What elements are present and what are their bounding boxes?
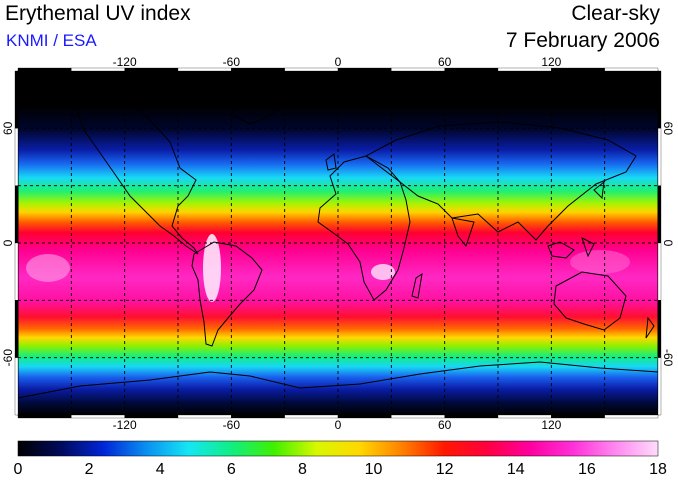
frame-bar-top [391, 67, 445, 72]
frame-bar-bottom [444, 414, 499, 419]
frame-bar-right [657, 357, 662, 416]
frame-bar-bottom [337, 414, 392, 419]
frame-bar-right [657, 70, 662, 129]
map-subtitle: KNMI / ESA [6, 31, 97, 50]
coastlines [18, 91, 658, 399]
lon-label-top: -60 [223, 55, 241, 69]
colorbar: 0 2 4 6 8 10 12 14 16 18 [14, 440, 667, 478]
frame-bar-bottom [604, 414, 659, 419]
lat-label-right: -60 [661, 349, 675, 367]
frame-bar-left [14, 357, 19, 416]
lat-label-left: 0 [1, 239, 15, 246]
frame-bar-bottom [391, 414, 445, 419]
colorbar-tick-label: 4 [156, 461, 165, 478]
lat-label-left: 60 [1, 121, 15, 135]
map-frame-bars [14, 67, 662, 419]
lon-label-top: 60 [438, 55, 452, 69]
lon-labels-bottom: -120 -60 0 60 120 [113, 418, 562, 432]
graticule-grid [18, 71, 658, 415]
frame-bar-left [14, 185, 19, 244]
lon-label-bottom: 60 [438, 418, 452, 432]
frame-bar-top [284, 67, 339, 72]
frame-bar-right [657, 300, 662, 358]
lon-label-bottom: -120 [113, 418, 137, 432]
lon-labels-top: -120 -60 0 60 120 [113, 55, 562, 69]
frame-bar-left [14, 242, 19, 301]
lon-label-bottom: 120 [541, 418, 561, 432]
lon-label-top: -120 [113, 55, 137, 69]
colorbar-tick-label: 18 [649, 461, 667, 478]
colorbar-tick-label: 16 [578, 461, 596, 478]
map-frame [18, 71, 658, 415]
colorbar-tick-label: 0 [14, 461, 23, 478]
lon-label-bottom: -60 [223, 418, 241, 432]
frame-bar-right [657, 242, 662, 301]
frame-bar-left [14, 70, 19, 129]
colorbar-tick-label: 12 [436, 461, 454, 478]
colorbar-tick-label: 14 [507, 461, 525, 478]
frame-bar-top [604, 67, 659, 72]
lon-label-top: 120 [541, 55, 561, 69]
lon-label-top: 0 [335, 55, 342, 69]
colorbar-tick-label: 6 [227, 461, 236, 478]
colorbar-tick-label: 8 [298, 461, 307, 478]
lon-label-bottom: 0 [335, 418, 342, 432]
frame-bar-bottom [17, 414, 72, 419]
frame-bar-top [17, 67, 72, 72]
lat-labels-left: 60 0 -60 [1, 121, 15, 366]
colorbar-tick-label: 10 [365, 461, 383, 478]
lat-labels-right: 60 0 -60 [661, 122, 675, 367]
colorbar-ticks: 0 2 4 6 8 10 12 14 16 18 [14, 461, 667, 478]
colorbar-tick-label: 2 [85, 461, 94, 478]
frame-bar-top [337, 67, 392, 72]
frame-bar-left [14, 300, 19, 358]
frame-bar-right [657, 128, 662, 186]
frame-bar-left [14, 128, 19, 186]
map-title: Erythemal UV index [5, 2, 191, 25]
map-date: 7 February 2006 [505, 29, 660, 52]
sky-condition-label: Clear-sky [571, 2, 660, 25]
frame-bar-bottom [284, 414, 339, 419]
frame-bar-right [657, 185, 662, 244]
colorbar-gradient [17, 440, 659, 457]
lat-label-right: 0 [661, 240, 675, 247]
lat-label-left: -60 [1, 349, 15, 367]
frame-bar-top [444, 67, 499, 72]
lat-label-right: 60 [661, 122, 675, 136]
